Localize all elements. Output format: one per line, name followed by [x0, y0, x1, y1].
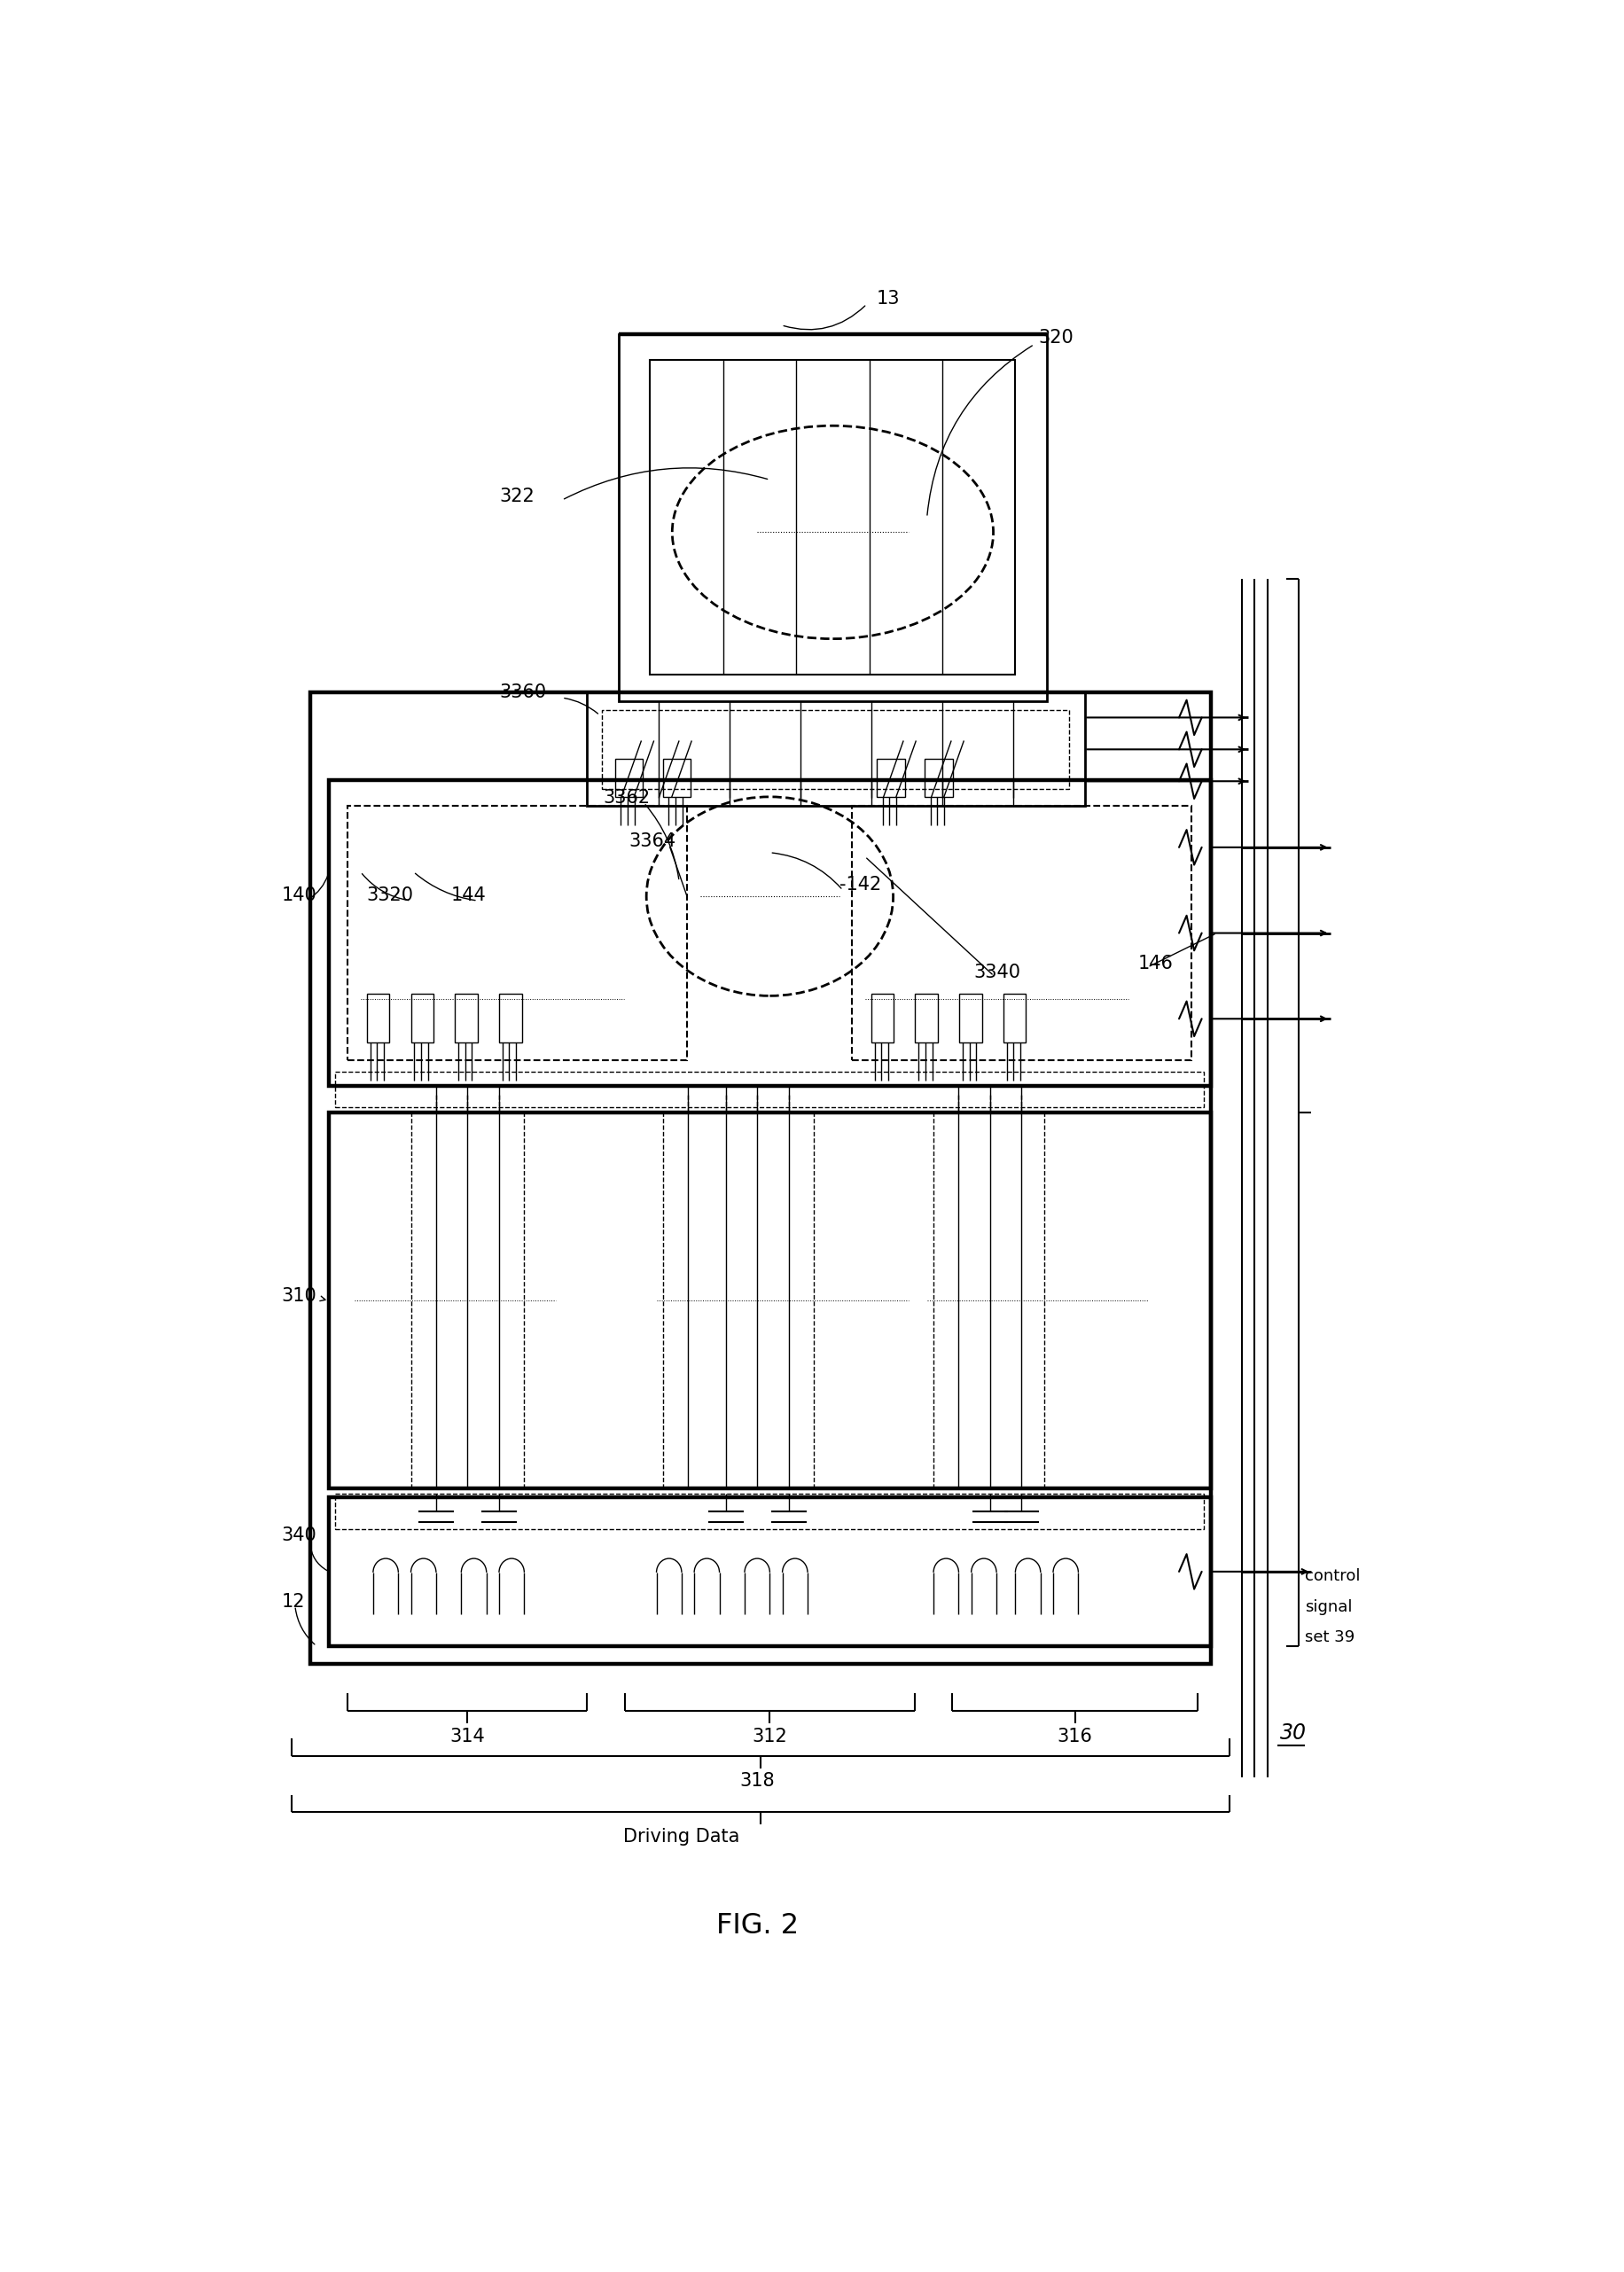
- Text: FIG. 2: FIG. 2: [716, 1913, 797, 1940]
- Bar: [335, 1493, 1203, 1529]
- Bar: [603, 709, 1069, 788]
- Text: 12: 12: [281, 1593, 305, 1611]
- Text: -142: -142: [838, 877, 880, 893]
- Bar: [335, 1072, 1203, 1106]
- Text: signal: signal: [1304, 1599, 1351, 1615]
- Bar: [310, 693, 1210, 1663]
- Bar: [650, 359, 1015, 675]
- Text: control: control: [1304, 1568, 1359, 1584]
- Text: 3340: 3340: [973, 963, 1020, 982]
- Text: 3320: 3320: [367, 886, 414, 904]
- Bar: [348, 807, 687, 1059]
- Text: 314: 314: [450, 1729, 486, 1745]
- Text: 340: 340: [281, 1527, 317, 1545]
- Text: 312: 312: [752, 1729, 788, 1745]
- Bar: [877, 759, 905, 797]
- Bar: [614, 759, 641, 797]
- Bar: [958, 993, 981, 1043]
- Text: 3362: 3362: [603, 788, 650, 807]
- Text: Driving Data: Driving Data: [624, 1827, 739, 1845]
- Text: 144: 144: [451, 886, 486, 904]
- Bar: [411, 993, 434, 1043]
- Bar: [328, 1113, 1210, 1488]
- Text: 316: 316: [1056, 1729, 1091, 1745]
- Text: 3360: 3360: [499, 684, 546, 702]
- Text: set 39: set 39: [1304, 1629, 1354, 1645]
- Text: 320: 320: [1038, 329, 1073, 345]
- Bar: [328, 1497, 1210, 1645]
- Text: 322: 322: [499, 488, 534, 504]
- Text: 13: 13: [877, 291, 900, 307]
- Bar: [619, 334, 1046, 702]
- Bar: [853, 807, 1190, 1059]
- Bar: [455, 993, 477, 1043]
- Bar: [328, 779, 1210, 1086]
- Text: 318: 318: [739, 1772, 775, 1790]
- Bar: [586, 693, 1083, 807]
- Bar: [499, 993, 521, 1043]
- Bar: [924, 759, 952, 797]
- Text: 146: 146: [1137, 954, 1173, 972]
- Bar: [663, 759, 690, 797]
- Text: 310: 310: [281, 1288, 317, 1304]
- Text: 30: 30: [1280, 1722, 1306, 1745]
- Text: 3364: 3364: [628, 832, 676, 850]
- Text: 140: 140: [281, 886, 317, 904]
- Bar: [367, 993, 390, 1043]
- Bar: [914, 993, 937, 1043]
- Bar: [1004, 993, 1025, 1043]
- Bar: [870, 993, 893, 1043]
